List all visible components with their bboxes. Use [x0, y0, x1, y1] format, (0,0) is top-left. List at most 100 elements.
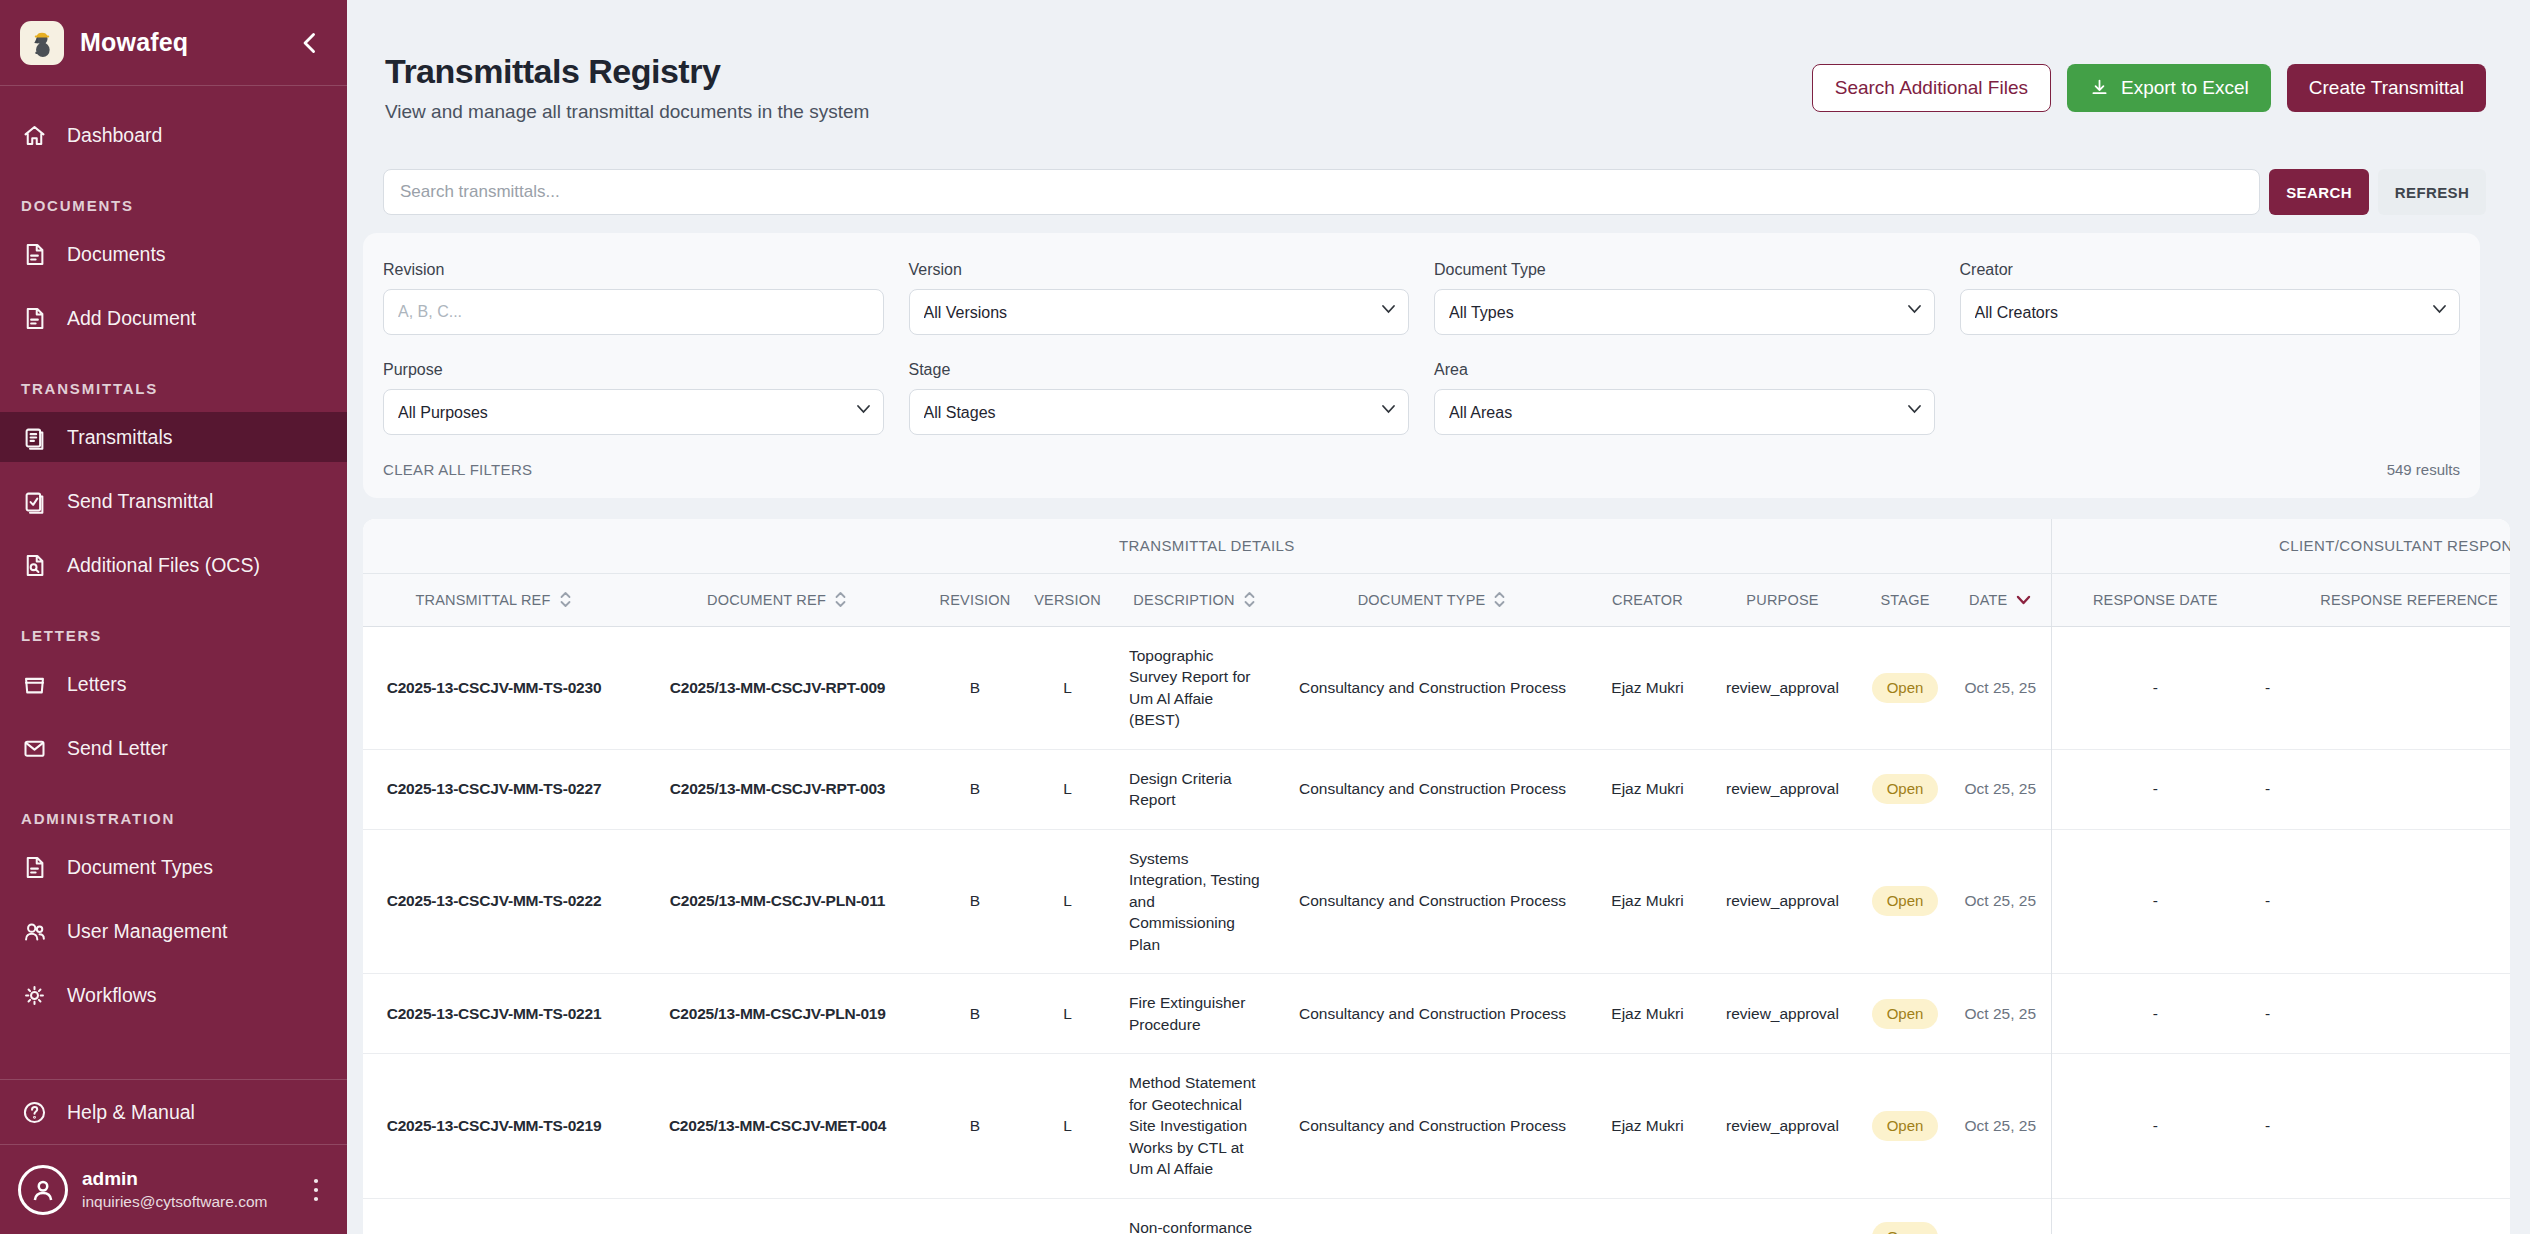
sidebar-item-transmittals[interactable]: Transmittals — [0, 412, 347, 462]
sidebar-item-document-types[interactable]: Document Types — [0, 842, 347, 892]
sort-desc-icon — [2015, 594, 2032, 606]
filter-label-revision: Revision — [383, 261, 884, 279]
app-logo — [20, 21, 64, 65]
filter-select-purpose[interactable]: All Purposes — [383, 389, 884, 435]
download-icon — [2089, 77, 2110, 98]
user-name: admin — [82, 1168, 303, 1190]
filter-label-stage: Stage — [909, 361, 1410, 379]
cell-description: Topographic Survey Report for Um Al Affa… — [1115, 626, 1275, 749]
column-header-stage: STAGE — [1860, 573, 1950, 626]
column-header-label: TRANSMITTAL REF — [415, 592, 550, 608]
sidebar-item-label: Send Transmittal — [67, 490, 213, 513]
cell-creator — [1590, 1198, 1705, 1234]
help-circle-icon — [21, 1099, 48, 1126]
cell-revision: B — [930, 1054, 1020, 1199]
cell-purpose: review_approval — [1705, 749, 1860, 829]
nav-section-transmittals: TRANSMITTALS — [0, 357, 347, 397]
cell-creator: Ejaz Mukri — [1590, 974, 1705, 1054]
page-subtitle: View and manage all transmittal document… — [385, 101, 869, 123]
user-avatar-icon — [18, 1165, 68, 1215]
column-header-date[interactable]: DATE — [1950, 573, 2051, 626]
cell-version — [1020, 1198, 1115, 1234]
group-header-transmittal-details: TRANSMITTAL DETAILS — [363, 519, 2051, 573]
cell-version: L — [1020, 1054, 1115, 1199]
cell-response-reference: - — [2259, 974, 2510, 1054]
filter-input-revision[interactable] — [383, 289, 884, 335]
column-header-purpose: PURPOSE — [1705, 573, 1860, 626]
clipboard-list-icon — [21, 424, 48, 451]
table-row[interactable]: C2025-13-CSCJV-MM-TS-0222C2025/13-MM-CSC… — [363, 829, 2510, 974]
cell-stage: Open — [1860, 829, 1950, 974]
export-to-excel-button[interactable]: Export to Excel — [2067, 64, 2271, 112]
column-header-version: VERSION — [1020, 573, 1115, 626]
sidebar-item-letters[interactable]: Letters — [0, 659, 347, 709]
sidebar-item-label: Additional Files (OCS) — [67, 554, 260, 577]
column-header-description[interactable]: DESCRIPTION — [1115, 573, 1275, 626]
column-header-label: CREATOR — [1612, 592, 1683, 608]
filters-panel: RevisionVersionAll VersionsDocument Type… — [363, 233, 2480, 498]
cell-response-date: - — [2051, 1054, 2259, 1199]
stage-badge: Open — [1872, 673, 1939, 703]
nav-section-letters: LETTERS — [0, 604, 347, 644]
column-header-transmittal-ref[interactable]: TRANSMITTAL REF — [363, 573, 625, 626]
refresh-button[interactable]: REFRESH — [2378, 169, 2486, 215]
clear-all-filters-button[interactable]: CLEAR ALL FILTERS — [383, 461, 532, 478]
cell-stage: Open — [1860, 974, 1950, 1054]
cell-purpose: review_approval — [1705, 829, 1860, 974]
cell-document-type: Consultancy and Construction Process — [1275, 626, 1590, 749]
cell-description: Design Criteria Report — [1115, 749, 1275, 829]
search-button[interactable]: SEARCH — [2269, 169, 2369, 215]
cell-doc-ref: C2025/13-MM-CSCJV-PLN-011 — [625, 829, 930, 974]
sidebar-item-send-letter[interactable]: Send Letter — [0, 723, 347, 773]
sidebar-item-documents[interactable]: Documents — [0, 229, 347, 279]
sort-icon — [833, 591, 848, 608]
table-row[interactable]: C2025-13-CSCJV-MM-TS-0227C2025/13-MM-CSC… — [363, 749, 2510, 829]
column-header-label: DOCUMENT TYPE — [1358, 592, 1486, 608]
cell-creator: Ejaz Mukri — [1590, 626, 1705, 749]
column-header-label: RESPONSE DATE — [2093, 592, 2218, 608]
sidebar-item-help-manual[interactable]: Help & Manual — [0, 1087, 347, 1137]
cell-description: Fire Extinguisher Procedure — [1115, 974, 1275, 1054]
column-header-response-date: RESPONSE DATE — [2051, 573, 2259, 626]
sidebar-user-footer: admin inquiries@cytsoftware.com — [0, 1144, 347, 1234]
search-input[interactable] — [383, 169, 2260, 215]
sidebar-item-dashboard[interactable]: Dashboard — [0, 110, 347, 160]
filter-label-version: Version — [909, 261, 1410, 279]
table-row[interactable]: Non-conformanceOpen — [363, 1198, 2510, 1234]
table-row[interactable]: C2025-13-CSCJV-MM-TS-0219C2025/13-MM-CSC… — [363, 1054, 2510, 1199]
cell-response-date — [2051, 1198, 2259, 1234]
kebab-menu-icon[interactable] — [303, 1175, 329, 1205]
filter-select-area[interactable]: All Areas — [1434, 389, 1935, 435]
filter-select-creator[interactable]: All Creators — [1960, 289, 2461, 335]
sidebar-item-send-transmittal[interactable]: Send Transmittal — [0, 476, 347, 526]
cell-date — [1950, 1198, 2051, 1234]
sidebar-item-label: Transmittals — [67, 426, 172, 449]
search-additional-files-button[interactable]: Search Additional Files — [1812, 64, 2051, 112]
table-row[interactable]: C2025-13-CSCJV-MM-TS-0221C2025/13-MM-CSC… — [363, 974, 2510, 1054]
column-header-document-ref[interactable]: DOCUMENT REF — [625, 573, 930, 626]
sidebar: Mowafeq DashboardDOCUMENTSDocumentsAdd D… — [0, 0, 347, 1234]
create-transmittal-button[interactable]: Create Transmittal — [2287, 64, 2486, 112]
gear-icon — [21, 982, 48, 1009]
users-icon — [21, 918, 48, 945]
file-search-icon — [21, 552, 48, 579]
column-header-document-type[interactable]: DOCUMENT TYPE — [1275, 573, 1590, 626]
sidebar-item-label: Send Letter — [67, 737, 168, 760]
sidebar-item-workflows[interactable]: Workflows — [0, 970, 347, 1020]
sidebar-item-label: User Management — [67, 920, 227, 943]
sidebar-item-additional-files-ocs[interactable]: Additional Files (OCS) — [0, 540, 347, 590]
filter-label-area: Area — [1434, 361, 1935, 379]
cell-creator: Ejaz Mukri — [1590, 829, 1705, 974]
sidebar-item-user-management[interactable]: User Management — [0, 906, 347, 956]
table-row[interactable]: C2025-13-CSCJV-MM-TS-0230C2025/13-MM-CSC… — [363, 626, 2510, 749]
sidebar-collapse-button[interactable] — [293, 26, 327, 60]
cell-doc-ref: C2025/13-MM-CSCJV-MET-004 — [625, 1054, 930, 1199]
cell-document-type: Consultancy and Construction Process — [1275, 749, 1590, 829]
cell-revision: B — [930, 974, 1020, 1054]
filter-select-stage[interactable]: All Stages — [909, 389, 1410, 435]
sidebar-item-add-document[interactable]: Add Document — [0, 293, 347, 343]
transmittals-table-card: TRANSMITTAL DETAILSCLIENT/CONSULTANT RES… — [363, 519, 2510, 1234]
main-content: Transmittals Registry View and manage al… — [347, 0, 2530, 1234]
filter-select-version[interactable]: All Versions — [909, 289, 1410, 335]
filter-select-document-type[interactable]: All Types — [1434, 289, 1935, 335]
